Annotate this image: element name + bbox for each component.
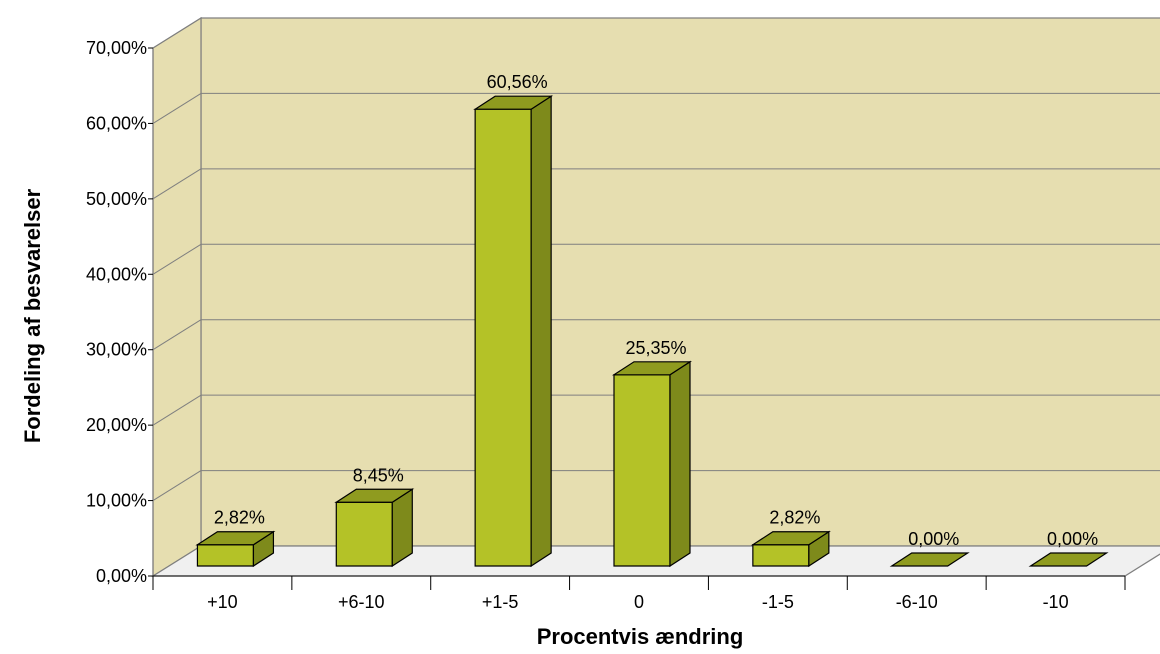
bar: 60,56% xyxy=(473,72,554,568)
bar-front xyxy=(474,108,532,567)
bar-value-label: 60,56% xyxy=(487,72,548,92)
x-tick-label: +10 xyxy=(207,592,238,612)
y-axis-title: Fordeling af besvarelser xyxy=(20,188,45,443)
bar-front xyxy=(752,544,810,567)
y-tick-label: 40,00% xyxy=(86,264,147,284)
gridline-side xyxy=(152,93,202,124)
bar: 0,00% xyxy=(889,529,970,567)
bar-value-label: 25,35% xyxy=(625,338,686,358)
bar: 2,82% xyxy=(195,508,276,568)
bar-front xyxy=(196,544,255,567)
y-tick-label: 30,00% xyxy=(86,340,147,360)
x-tick-label: 0 xyxy=(634,592,644,612)
x-tick-label: -6-10 xyxy=(896,592,938,612)
bar-top xyxy=(889,552,970,567)
side-wall xyxy=(152,16,202,578)
bar: 25,35% xyxy=(611,338,693,568)
bars: 2,82% 8,45% 60,56% 25,35% 2,82% 0,00% 0,00% xyxy=(195,72,1109,568)
bar: 2,82% xyxy=(750,508,831,568)
bar-value-label: 0,00% xyxy=(908,529,959,549)
bar-top xyxy=(473,95,554,110)
x-tick-label: +1-5 xyxy=(482,592,519,612)
bar-front xyxy=(613,374,671,567)
bar-top xyxy=(195,531,276,546)
x-axis-title: Procentvis ændring xyxy=(537,624,744,649)
bar-front xyxy=(335,501,393,567)
gridline-side xyxy=(152,168,202,200)
gridline-side xyxy=(152,17,202,49)
gridline-side xyxy=(152,470,202,501)
y-tick-label: 70,00% xyxy=(86,38,147,58)
bar: 8,45% xyxy=(334,465,415,568)
gridline-side xyxy=(152,394,202,426)
y-tick-label: 0,00% xyxy=(96,566,147,586)
x-tick-label: -10 xyxy=(1043,592,1069,612)
bar-side xyxy=(530,95,552,568)
y-tick-label: 60,00% xyxy=(86,113,147,133)
y-tick-label: 10,00% xyxy=(86,491,147,511)
y-tick-label: 20,00% xyxy=(86,415,147,435)
bar-top xyxy=(750,531,831,546)
y-tick-label: 50,00% xyxy=(86,189,147,209)
bar-side xyxy=(669,360,691,568)
x-tick-label: +6-10 xyxy=(338,592,385,612)
bar-top xyxy=(1028,552,1109,567)
bar-top xyxy=(611,361,693,376)
x-tick-label: -1-5 xyxy=(762,592,794,612)
bar: 0,00% xyxy=(1028,529,1109,567)
gridline-side xyxy=(152,319,202,351)
gridlines xyxy=(152,17,1160,501)
bar-value-label: 2,82% xyxy=(214,508,265,528)
x-axis: +10 +6-10 +1-5 0 -1-5 -6-10 -10 xyxy=(152,575,1126,612)
gridline-side xyxy=(152,243,202,275)
bar-top xyxy=(334,488,415,503)
bar-value-label: 0,00% xyxy=(1047,529,1098,549)
bar-value-label: 2,82% xyxy=(769,508,820,528)
y-axis: 0,00% 10,00% 20,00% 30,00% 40,00% 50,00% 60,00… xyxy=(86,38,154,586)
bar-value-label: 8,45% xyxy=(353,465,404,485)
